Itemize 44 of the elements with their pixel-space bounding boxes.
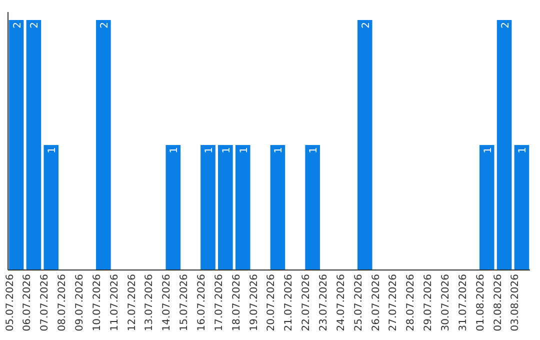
x-tick-label: 31.07.2026 — [458, 274, 469, 332]
x-tick-label: 22.07.2026 — [301, 274, 312, 332]
data-label: 2 — [99, 22, 110, 28]
data-label: 1 — [308, 147, 320, 154]
data-label: 1 — [221, 147, 232, 154]
x-tick-label: 06.07.2026 — [22, 274, 34, 332]
x-tick-label: 08.07.2026 — [57, 274, 68, 332]
data-label: 1 — [482, 147, 494, 154]
x-tick-label: 09.07.2026 — [74, 274, 86, 332]
x-tick-label: 15.07.2026 — [179, 274, 190, 332]
x-tick-label: 01.08.2026 — [475, 274, 486, 332]
data-label: 1 — [169, 147, 180, 154]
data-label: 1 — [238, 147, 250, 154]
x-tick-label: 19.07.2026 — [248, 274, 260, 332]
x-tick-label: 14.07.2026 — [162, 274, 173, 332]
data-label: 1 — [518, 147, 529, 154]
data-label: 2 — [30, 22, 41, 28]
x-tick-label: 17.07.2026 — [214, 274, 225, 332]
data-label: 2 — [12, 22, 24, 28]
x-tick-label: 29.07.2026 — [423, 274, 434, 332]
x-tick-label: 20.07.2026 — [266, 274, 278, 332]
x-tick-label: 23.07.2026 — [318, 274, 330, 332]
data-label: 2 — [500, 22, 512, 28]
x-tick-label: 24.07.2026 — [336, 274, 347, 332]
x-tick-label: 18.07.2026 — [231, 274, 242, 332]
x-tick-label: 12.07.2026 — [126, 274, 138, 332]
data-label: 1 — [47, 147, 58, 154]
data-label: 1 — [204, 147, 215, 154]
x-tick-label: 25.07.2026 — [353, 274, 364, 332]
x-tick-label: 02.08.2026 — [492, 274, 504, 332]
x-tick-label: 03.08.2026 — [510, 274, 522, 332]
x-tick-label: 13.07.2026 — [144, 274, 156, 332]
x-tick-label: 10.07.2026 — [92, 274, 103, 332]
x-tick-label: 28.07.2026 — [406, 274, 417, 332]
data-label: 2 — [360, 22, 372, 28]
x-tick-label: 26.07.2026 — [370, 274, 382, 332]
x-tick-label: 05.07.2026 — [4, 274, 16, 332]
x-tick-label: 11.07.2026 — [109, 274, 120, 332]
data-label: 1 — [274, 147, 285, 154]
x-tick-label: 21.07.2026 — [284, 274, 295, 332]
x-tick-label: 30.07.2026 — [440, 274, 452, 332]
x-tick-label: 16.07.2026 — [196, 274, 208, 332]
x-tick-label: 07.07.2026 — [40, 274, 51, 332]
x-tick-label: 27.07.2026 — [388, 274, 400, 332]
